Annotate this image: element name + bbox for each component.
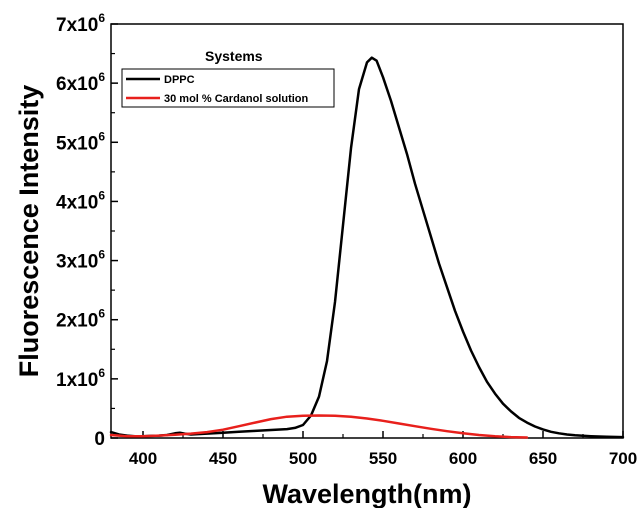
y-tick-label-exponent: 6 [98, 248, 105, 262]
y-tick-label: 6x106 [56, 70, 105, 95]
y-tick-label: 0 [94, 429, 105, 450]
x-tick-label: 600 [449, 449, 477, 468]
x-tick-label: 400 [129, 449, 157, 468]
legend-box [121, 68, 335, 108]
y-tick-label-base: 0 [94, 429, 105, 450]
series-lines [109, 56, 625, 439]
y-axis-title: Fluorescence Intensity [14, 85, 44, 378]
y-tick-label-exponent: 6 [98, 70, 105, 84]
y-tick-label: 3x106 [56, 248, 105, 273]
x-tick-label: 650 [529, 449, 557, 468]
x-axis-ticks: 400 450 500 550 600 650 700 [129, 431, 637, 468]
y-tick-label-base: 4x10 [56, 192, 98, 213]
x-tick-label: 550 [369, 449, 397, 468]
y-tick-label-exponent: 6 [98, 307, 105, 321]
y-tick-label-exponent: 6 [98, 188, 105, 202]
series-line-1 [109, 414, 529, 439]
y-tick-label-base: 7x10 [56, 15, 98, 36]
y-tick-label: 2x106 [56, 307, 105, 332]
legend-title: Systems [205, 48, 263, 64]
legend-label: 30 mol % Cardanol solution [164, 93, 309, 105]
legend: Systems DPPC 30 mol % Cardanol solution [121, 48, 335, 108]
y-tick-label-base: 3x10 [56, 252, 98, 273]
x-tick-label: 450 [209, 449, 237, 468]
x-axis-title: Wavelength(nm) [263, 479, 472, 508]
x-tick-label: 500 [289, 449, 317, 468]
legend-label: DPPC [164, 74, 195, 86]
y-tick-label: 5x106 [56, 129, 105, 154]
series-line-0 [109, 56, 625, 439]
y-tick-label: 7x106 [56, 11, 105, 36]
legend-entries: DPPC 30 mol % Cardanol solution [126, 74, 309, 105]
y-tick-label: 1x106 [56, 366, 105, 391]
y-tick-label-base: 1x10 [56, 370, 98, 391]
x-tick-label: 700 [609, 449, 637, 468]
y-tick-label-base: 5x10 [56, 133, 98, 154]
y-tick-label-exponent: 6 [98, 129, 105, 143]
y-tick-label-exponent: 6 [98, 366, 105, 380]
y-tick-label-base: 2x10 [56, 311, 98, 332]
y-tick-label-exponent: 6 [98, 11, 105, 25]
y-tick-label-base: 6x10 [56, 74, 98, 95]
y-tick-label: 4x106 [56, 188, 105, 213]
